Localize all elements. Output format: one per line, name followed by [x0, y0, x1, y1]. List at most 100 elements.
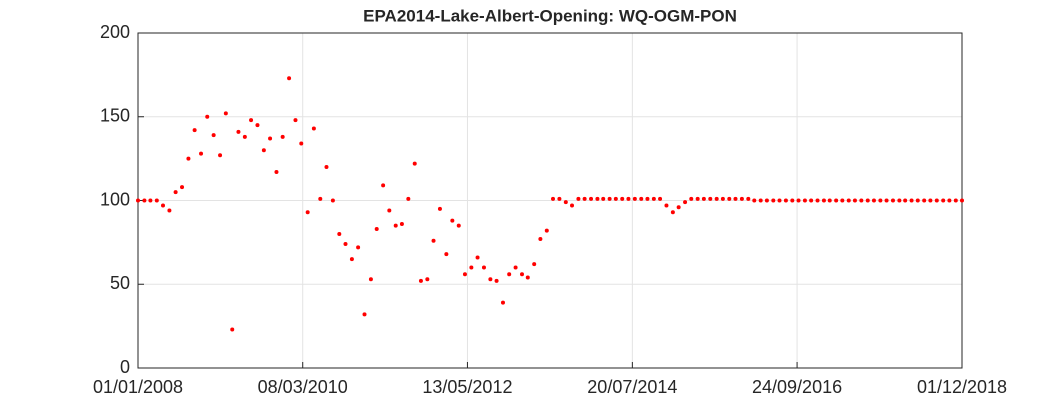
point	[343, 242, 348, 247]
point	[771, 198, 776, 203]
point	[670, 210, 675, 215]
point	[601, 196, 606, 201]
point	[513, 265, 518, 270]
point	[695, 196, 700, 201]
point	[582, 196, 587, 201]
point	[173, 190, 178, 195]
point	[783, 198, 788, 203]
point	[488, 277, 493, 282]
point	[305, 210, 310, 215]
point	[557, 196, 562, 201]
point	[230, 327, 235, 332]
point	[205, 114, 210, 119]
x-tick-label: 01/12/2018	[917, 377, 1007, 397]
point	[500, 300, 505, 305]
point	[708, 196, 713, 201]
point	[645, 196, 650, 201]
point	[746, 196, 751, 201]
point	[589, 196, 594, 201]
point	[261, 148, 266, 153]
point	[796, 198, 801, 203]
point	[720, 196, 725, 201]
x-tick-label: 20/07/2014	[587, 377, 677, 397]
point	[570, 203, 575, 208]
point	[293, 118, 298, 123]
point	[928, 198, 933, 203]
point	[374, 226, 379, 231]
point	[381, 183, 386, 188]
point	[809, 198, 814, 203]
point	[890, 198, 895, 203]
point	[550, 196, 555, 201]
point	[287, 76, 292, 81]
point	[595, 196, 600, 201]
point	[324, 165, 329, 169]
point	[878, 198, 883, 203]
point	[525, 275, 530, 280]
point	[664, 203, 669, 208]
point	[412, 161, 417, 166]
point	[519, 272, 524, 277]
point	[481, 265, 486, 270]
point	[462, 272, 467, 277]
point	[651, 196, 656, 201]
point	[393, 223, 398, 228]
point	[507, 272, 512, 277]
point	[538, 237, 543, 242]
point	[821, 198, 826, 203]
point	[884, 198, 889, 203]
point	[865, 198, 870, 203]
point	[827, 198, 832, 203]
point	[815, 198, 820, 203]
point	[148, 198, 153, 203]
point	[764, 198, 769, 203]
point	[236, 129, 241, 134]
point	[676, 205, 681, 210]
point	[311, 126, 316, 131]
point	[909, 198, 914, 203]
point	[897, 198, 902, 203]
point	[299, 141, 304, 146]
point	[330, 198, 335, 203]
point	[758, 198, 763, 203]
point	[450, 218, 455, 223]
x-tick-label: 01/01/2008	[93, 377, 183, 397]
point	[626, 196, 631, 201]
point	[456, 223, 461, 228]
point	[802, 198, 807, 203]
point	[714, 196, 719, 201]
point	[658, 196, 663, 201]
point	[223, 111, 228, 116]
point	[154, 198, 159, 203]
point	[142, 198, 147, 203]
point	[840, 198, 845, 203]
point	[167, 208, 172, 213]
point	[689, 196, 694, 201]
point	[903, 198, 908, 203]
point	[255, 123, 260, 128]
point	[494, 278, 499, 283]
point	[752, 198, 757, 203]
point	[733, 196, 738, 201]
point	[683, 200, 688, 205]
x-tick-label: 13/05/2012	[422, 377, 512, 397]
point	[469, 265, 474, 270]
point	[727, 196, 732, 201]
point	[218, 153, 223, 158]
point	[418, 278, 423, 283]
y-tick-label: 100	[100, 189, 130, 209]
point	[161, 203, 166, 208]
point	[852, 198, 857, 203]
point	[563, 200, 568, 205]
y-tick-label: 150	[100, 106, 130, 126]
point	[701, 196, 706, 201]
point	[953, 198, 958, 203]
y-tick-label: 50	[110, 273, 130, 293]
x-tick-label: 24/09/2016	[752, 377, 842, 397]
y-tick-label: 200	[100, 22, 130, 42]
point	[249, 118, 254, 123]
point	[425, 277, 430, 282]
point	[318, 196, 323, 201]
point	[790, 198, 795, 203]
